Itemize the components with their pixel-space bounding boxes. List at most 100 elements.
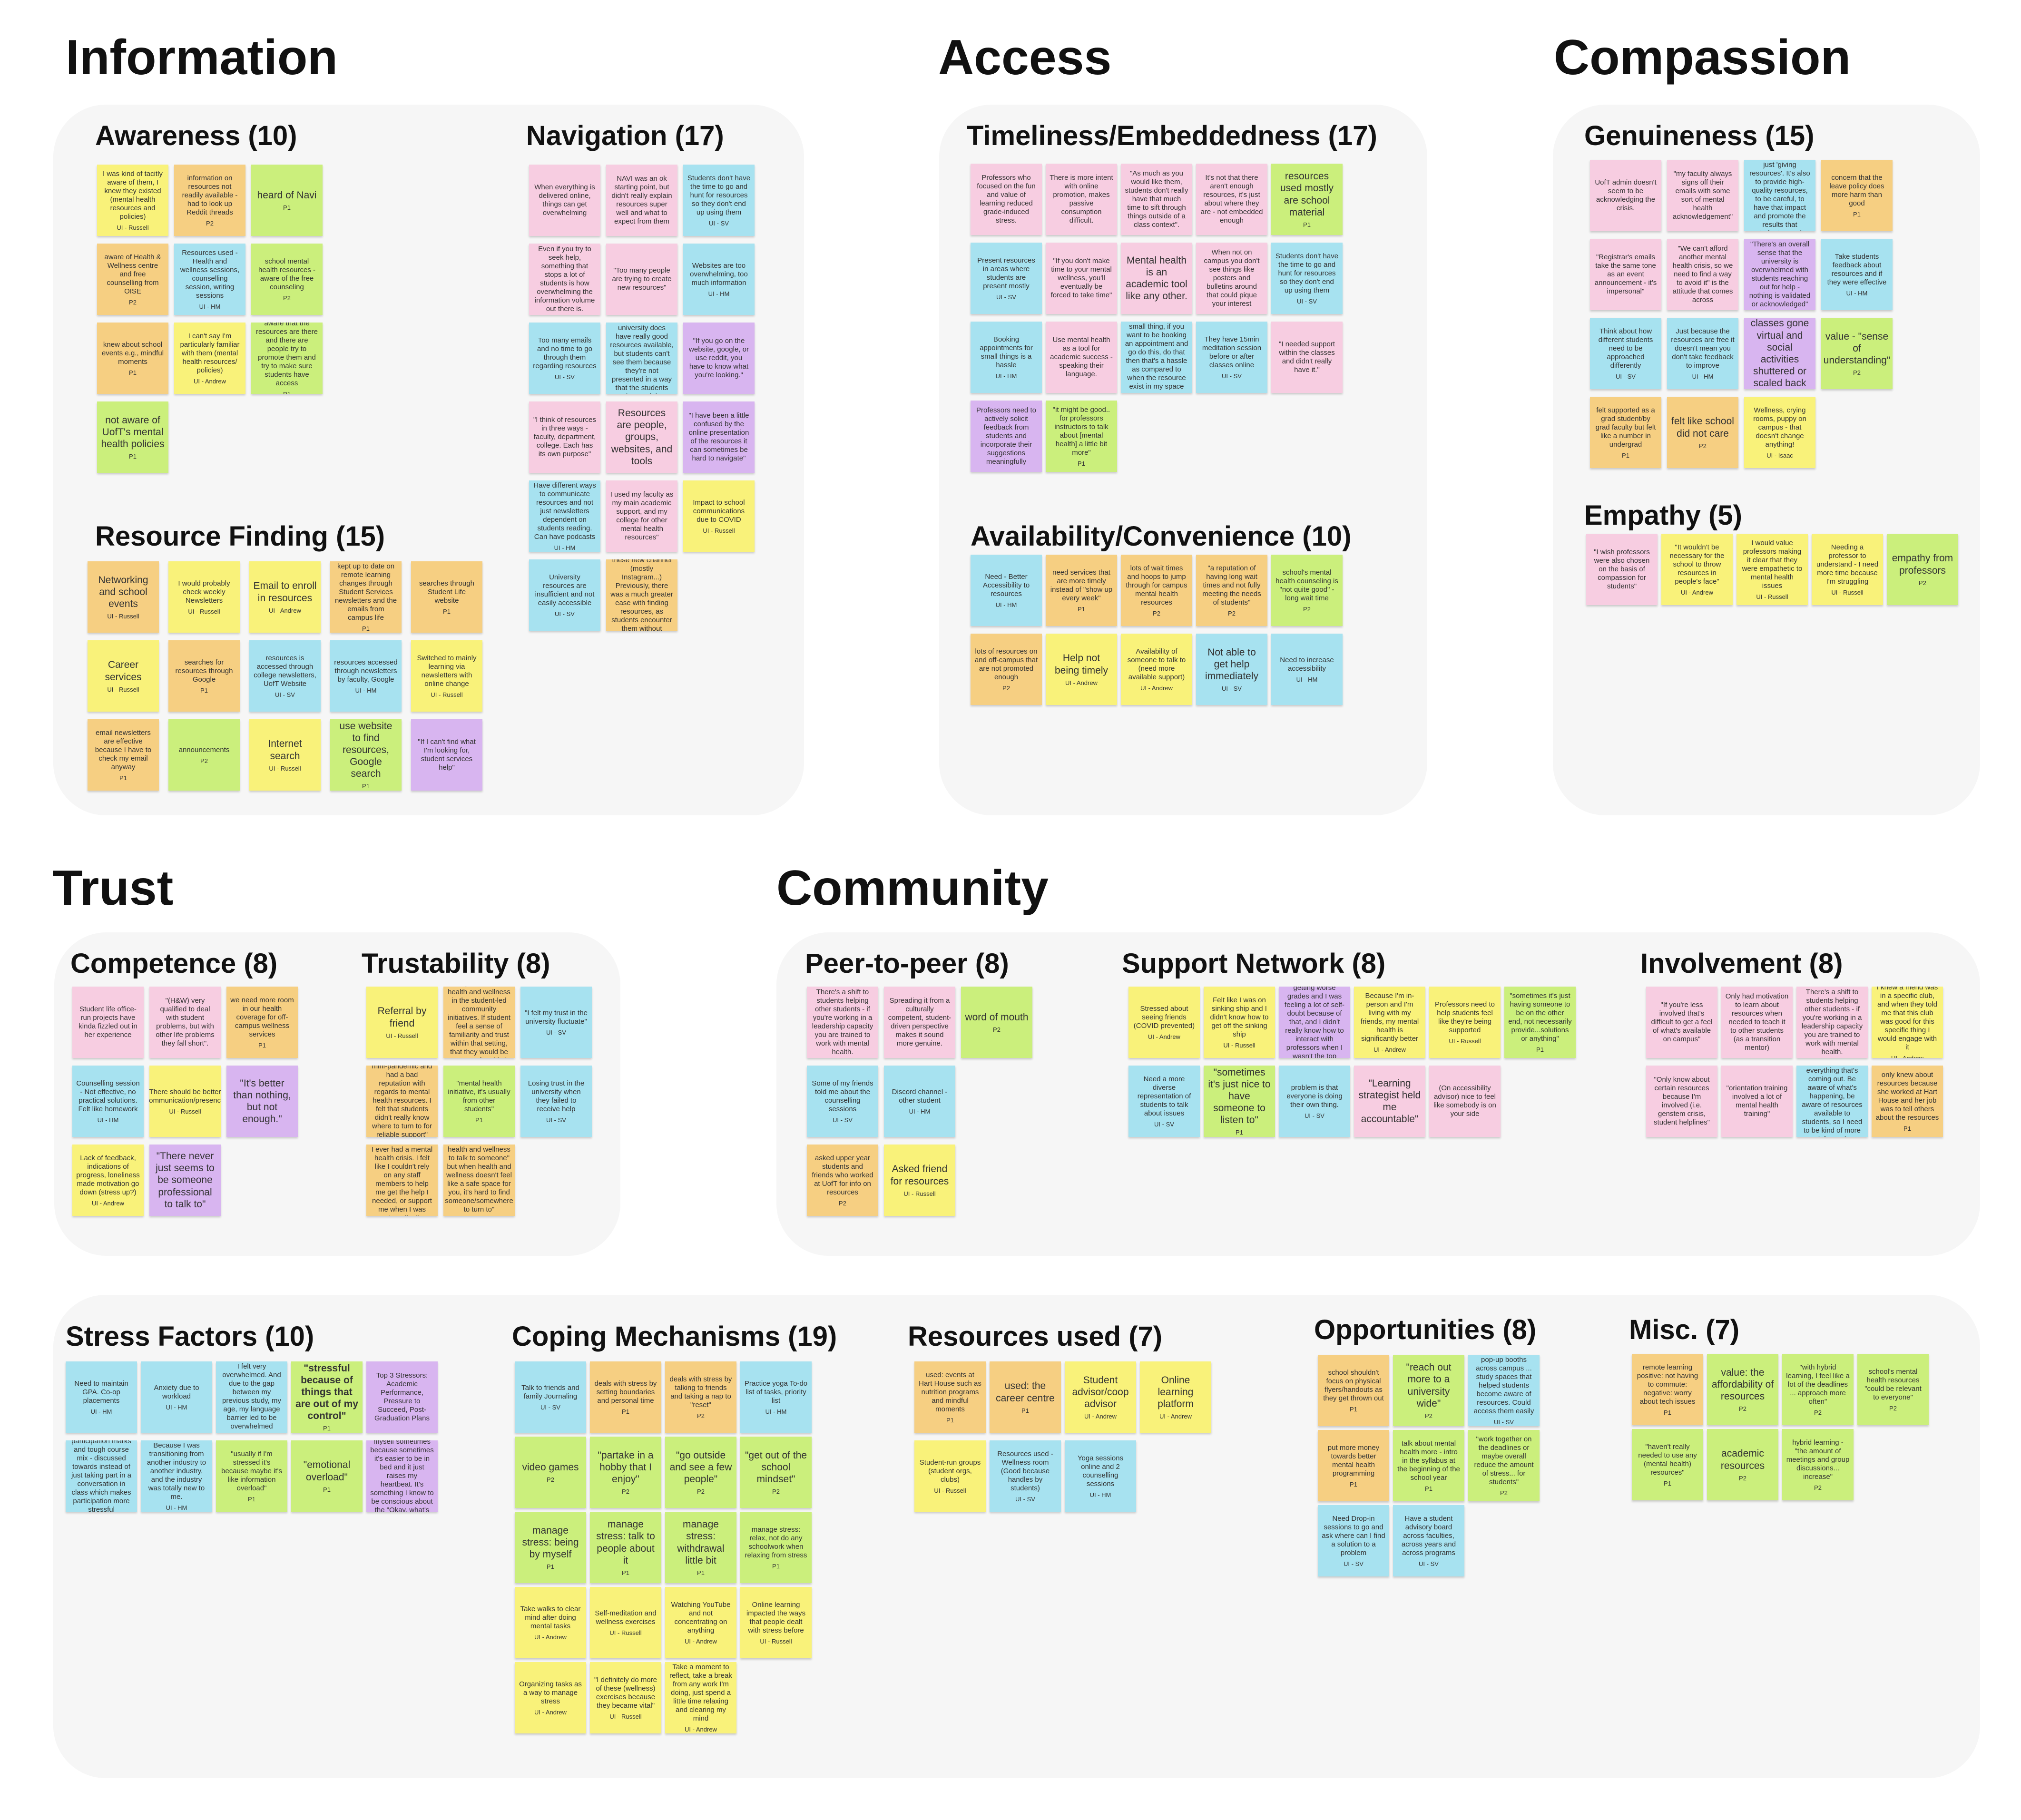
sticky-note[interactable]: Felt like I was on sinking ship and I di… bbox=[1204, 987, 1275, 1058]
sticky-note[interactable]: Websites are too overwhelming, too much … bbox=[683, 244, 755, 315]
sticky-note[interactable]: Just because the resources are free it d… bbox=[1667, 318, 1738, 389]
sticky-note[interactable]: It's not that there aren't enough resour… bbox=[1196, 164, 1267, 235]
sticky-note[interactable]: "stressful because of things that are ou… bbox=[291, 1361, 363, 1433]
sticky-note[interactable]: "I wish professors were also chosen on t… bbox=[1586, 534, 1658, 605]
sticky-note[interactable]: we need more room in our health coverage… bbox=[226, 987, 298, 1058]
sticky-note[interactable]: part of my job is to be aware of everyth… bbox=[1796, 1066, 1868, 1137]
sticky-note[interactable]: Booking appointments for small things is… bbox=[971, 322, 1042, 393]
sticky-note[interactable]: "with hybrid learning, I feel like a lot… bbox=[1782, 1354, 1854, 1425]
sticky-note[interactable]: "I have been a little confused by the on… bbox=[683, 401, 755, 473]
sticky-note[interactable]: University resources are insufficient an… bbox=[529, 559, 600, 631]
sticky-note[interactable]: Because I'm in-person and I'm living wit… bbox=[1354, 987, 1425, 1058]
sticky-note[interactable]: classes gone virtual and social activiti… bbox=[1744, 318, 1815, 389]
sticky-note[interactable]: "sometimes it's just nice to have someon… bbox=[1204, 1066, 1275, 1137]
sticky-note[interactable]: Even for a really small thing, if you wa… bbox=[1121, 322, 1192, 393]
sticky-note[interactable]: "We can't afford another mental health c… bbox=[1667, 239, 1738, 310]
sticky-note[interactable]: "I needed support within the classes and… bbox=[1271, 322, 1343, 393]
sticky-note[interactable]: Present resources in areas where student… bbox=[971, 243, 1042, 314]
sticky-note[interactable]: Student-run groups (student orgs, clubs)… bbox=[914, 1440, 986, 1512]
sticky-note[interactable]: Networking and school events UI - Russell bbox=[88, 561, 159, 633]
sticky-note[interactable]: "If you go on the website, google, or us… bbox=[683, 323, 755, 394]
sticky-note[interactable]: deals with stress by setting boundaries … bbox=[590, 1361, 661, 1433]
sticky-note[interactable]: Lack of feedback, indications of progres… bbox=[72, 1145, 144, 1216]
sticky-note[interactable]: concern that the leave policy does more … bbox=[1821, 160, 1893, 231]
sticky-note[interactable]: I used my faculty as my main academic su… bbox=[606, 480, 677, 552]
sticky-note[interactable]: hybrid learning - "the amount of meeting… bbox=[1782, 1429, 1854, 1500]
sticky-note[interactable]: Need to maintain GPA. Co-op placements UI… bbox=[66, 1361, 137, 1433]
sticky-note[interactable]: resources is accessed through college ne… bbox=[249, 640, 321, 712]
sticky-note[interactable]: Self-meditation and wellness exercises UI… bbox=[590, 1587, 661, 1658]
sticky-note[interactable]: felt supported as a grad student/by grad… bbox=[1590, 397, 1661, 468]
sticky-note[interactable]: Professors need to help students feel li… bbox=[1429, 987, 1501, 1058]
sticky-note[interactable]: "I did not trust the school to help me i… bbox=[366, 1145, 438, 1216]
sticky-note[interactable]: aware that the resources are there and t… bbox=[251, 323, 323, 394]
sticky-note[interactable]: pop-up booths across campus ... study sp… bbox=[1468, 1355, 1540, 1426]
sticky-note[interactable]: lots of resources on and off-campus that… bbox=[971, 634, 1042, 705]
sticky-note[interactable]: asked upper year students and friends wh… bbox=[807, 1145, 878, 1216]
sticky-note[interactable]: "Learning strategist held me accountable… bbox=[1354, 1066, 1425, 1137]
sticky-note[interactable]: Resources used - Health and wellness ses… bbox=[174, 244, 245, 315]
sticky-note[interactable]: empathy from professors P2 bbox=[1887, 534, 1958, 605]
sticky-note[interactable]: deals with stress by talking to friends … bbox=[665, 1361, 736, 1433]
sticky-note[interactable]: Take walks to clear mind after doing men… bbox=[515, 1587, 586, 1658]
sticky-note[interactable]: school mental health resources - aware o… bbox=[251, 244, 323, 315]
sticky-note[interactable]: Think about how different students need … bbox=[1590, 318, 1661, 389]
sticky-note[interactable]: Help not being timely UI - Andrew bbox=[1046, 634, 1117, 705]
sticky-note[interactable]: I would probably check weekly Newsletter… bbox=[168, 561, 240, 633]
sticky-note[interactable]: Need to increase accessibility UI - HM bbox=[1271, 634, 1343, 705]
sticky-note[interactable]: searches through Student Life website P1 bbox=[411, 561, 482, 633]
sticky-note[interactable]: Yoga sessions online and 2 counselling s… bbox=[1065, 1440, 1136, 1512]
sticky-note[interactable]: value - "sense of understanding" P2 bbox=[1821, 318, 1893, 389]
sticky-note[interactable]: "It wouldn't be necessary for the school… bbox=[1661, 534, 1733, 605]
sticky-note[interactable]: Spreading it from a culturally competent… bbox=[884, 987, 955, 1058]
sticky-note[interactable]: Take students feedback about resources a… bbox=[1821, 239, 1893, 310]
sticky-note[interactable]: UofT admin doesn't seem to be acknowledg… bbox=[1590, 160, 1661, 231]
sticky-note[interactable]: Need Drop-in sessions to go and ask wher… bbox=[1318, 1505, 1389, 1576]
sticky-note[interactable]: "sometimes the university does have real… bbox=[606, 323, 677, 394]
sticky-note[interactable]: information on resources not readily ava… bbox=[174, 165, 245, 236]
sticky-note[interactable]: "If you don't make time to your mental w… bbox=[1046, 243, 1117, 314]
sticky-note[interactable]: school shouldn't focus on physical flyer… bbox=[1318, 1355, 1389, 1426]
sticky-note[interactable]: school's mental health resources "could … bbox=[1857, 1354, 1929, 1425]
sticky-note[interactable]: "I think of resources in three ways - fa… bbox=[529, 401, 600, 473]
sticky-note[interactable]: "It's better than nothing, but not enoug… bbox=[226, 1066, 298, 1137]
sticky-note[interactable]: NAVI was an ok starting point, but didn'… bbox=[606, 165, 677, 236]
sticky-note[interactable]: Needing a professor to understand - I ne… bbox=[1812, 534, 1883, 605]
sticky-note[interactable]: aware of Health & Wellness centre and fr… bbox=[97, 244, 168, 315]
sticky-note[interactable]: "a reputation of having long wait times … bbox=[1196, 555, 1267, 626]
sticky-note[interactable]: Not able to get help immediately UI - SV bbox=[1196, 634, 1267, 705]
sticky-note[interactable]: Have different ways to communicate resou… bbox=[529, 480, 600, 552]
sticky-note[interactable]: "haven't really needed to use any (menta… bbox=[1632, 1429, 1703, 1500]
sticky-note[interactable]: Watching YouTube and not concentrating o… bbox=[665, 1587, 736, 1658]
sticky-note[interactable]: Students don't have the time to go and h… bbox=[683, 165, 755, 236]
sticky-note[interactable]: "mental health initiative, it's usually … bbox=[443, 1066, 515, 1137]
sticky-note[interactable]: Only had motivation to learn about resou… bbox=[1721, 987, 1793, 1058]
sticky-note[interactable]: Practice yoga To-do list of tasks, prior… bbox=[740, 1361, 812, 1433]
sticky-note[interactable]: "orientation training involved a lot of … bbox=[1721, 1066, 1793, 1137]
sticky-note[interactable]: talk about mental health more - intro in… bbox=[1393, 1430, 1464, 1501]
sticky-note[interactable]: Career services UI - Russell bbox=[88, 640, 159, 712]
sticky-note[interactable]: "a lot of a was "go to health and wellne… bbox=[443, 1145, 515, 1216]
sticky-note[interactable]: need services that are more timely inste… bbox=[1046, 555, 1117, 626]
sticky-note[interactable]: Internet search UI - Russell bbox=[249, 719, 321, 791]
sticky-note[interactable]: "Registrar's emails take the same tone a… bbox=[1590, 239, 1661, 310]
sticky-note[interactable]: I knew a friend was in a specific club, … bbox=[1872, 987, 1943, 1058]
sticky-note[interactable]: "As much as you would like them, student… bbox=[1121, 164, 1192, 235]
sticky-note[interactable]: Need - Better Accessibility to resources… bbox=[971, 555, 1042, 626]
sticky-note[interactable]: manage stress: withdrawal little bit P1 bbox=[665, 1512, 736, 1583]
sticky-note[interactable]: Students don't have the time to go and h… bbox=[1271, 243, 1343, 314]
sticky-note[interactable]: lots of wait times and hoops to jump thr… bbox=[1121, 555, 1192, 626]
sticky-note[interactable]: I would value professors making it clear… bbox=[1736, 534, 1808, 605]
sticky-note[interactable]: "it might be good.. for professors instr… bbox=[1046, 401, 1117, 472]
sticky-note[interactable]: knew about school events e.g., mindful m… bbox=[97, 323, 168, 394]
sticky-note[interactable]: Resources used - Wellness room (Good bec… bbox=[990, 1440, 1061, 1512]
sticky-note[interactable]: Availability of someone to talk to (need… bbox=[1121, 634, 1192, 705]
sticky-note[interactable]: "If you're less involved that's difficul… bbox=[1646, 987, 1717, 1058]
sticky-note[interactable]: not aware of UofT's mental health polici… bbox=[97, 401, 168, 473]
sticky-note[interactable]: academic resources P2 bbox=[1707, 1429, 1778, 1500]
sticky-note[interactable]: Because I was transitioning from another… bbox=[141, 1440, 212, 1512]
sticky-note[interactable]: resources "Looking, mini-pandemic and ha… bbox=[366, 1066, 438, 1137]
sticky-note[interactable]: Professors need to actively solicit feed… bbox=[971, 401, 1042, 472]
sticky-note[interactable]: "I definitely do more of these (wellness… bbox=[590, 1662, 661, 1733]
sticky-note[interactable]: I was kind of tacitly aware of them, I k… bbox=[97, 165, 168, 236]
